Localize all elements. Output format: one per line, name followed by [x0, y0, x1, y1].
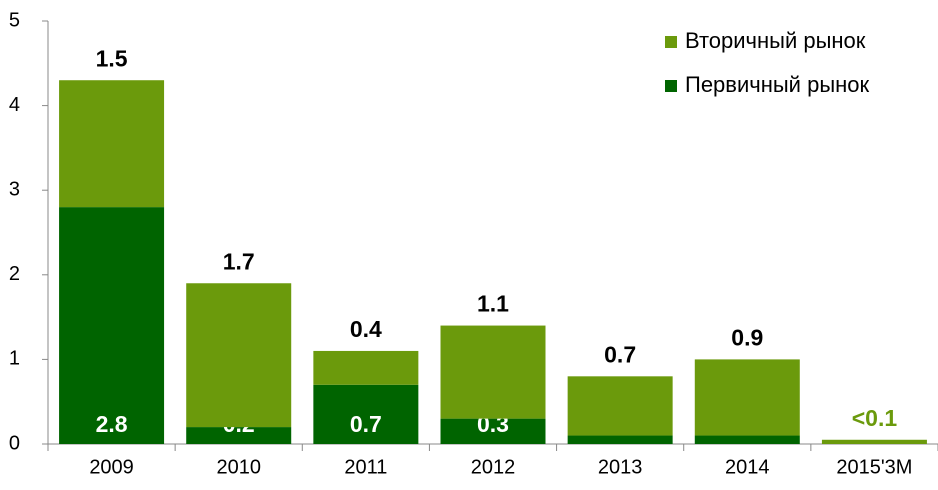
data-label: <0.1: [852, 405, 898, 431]
y-tick-label: 3: [9, 178, 20, 200]
data-label: 0.7: [350, 411, 382, 437]
data-label: 0.7: [604, 341, 636, 367]
legend-label: Первичный рынок: [685, 72, 870, 97]
legend-label: Вторичный рынок: [685, 28, 866, 53]
bar-segment: [694, 435, 800, 444]
data-label: 2.8: [96, 411, 128, 437]
bar-segment: [567, 376, 673, 436]
x-tick-label: 2009: [89, 456, 134, 478]
data-label: 1.1: [477, 291, 509, 317]
y-tick-label: 4: [9, 94, 20, 116]
x-tick-label: 2015'3M: [836, 456, 912, 478]
bar-segment: [59, 80, 165, 208]
bar-segment: [313, 350, 419, 385]
x-tick-label: 2010: [216, 456, 261, 478]
y-tick-label: 1: [9, 348, 20, 370]
bar-segment: [821, 439, 927, 444]
bar-segment: [567, 435, 673, 444]
bar-segment: [313, 384, 419, 444]
x-tick-label: 2012: [471, 456, 516, 478]
data-label: 0.4: [350, 316, 382, 342]
data-label: 1.5: [96, 45, 128, 71]
data-label: 1.7: [223, 248, 255, 274]
bar-segment: [186, 427, 292, 444]
y-tick-label: 5: [9, 9, 20, 31]
x-tick-label: 2013: [598, 456, 643, 478]
y-tick-label: 2: [9, 263, 20, 285]
bar-segment: [440, 418, 546, 444]
x-tick-label: 2011: [344, 456, 387, 478]
bar-segment: [694, 359, 800, 436]
bar-segment: [186, 283, 292, 428]
bar-segment: [440, 325, 546, 419]
bar-segment: [59, 207, 165, 444]
data-label: 0.9: [731, 324, 763, 350]
legend-swatch: [665, 36, 677, 48]
x-tick-label: 2014: [725, 456, 770, 478]
legend-swatch: [665, 80, 677, 92]
y-tick-label: 0: [9, 432, 20, 454]
